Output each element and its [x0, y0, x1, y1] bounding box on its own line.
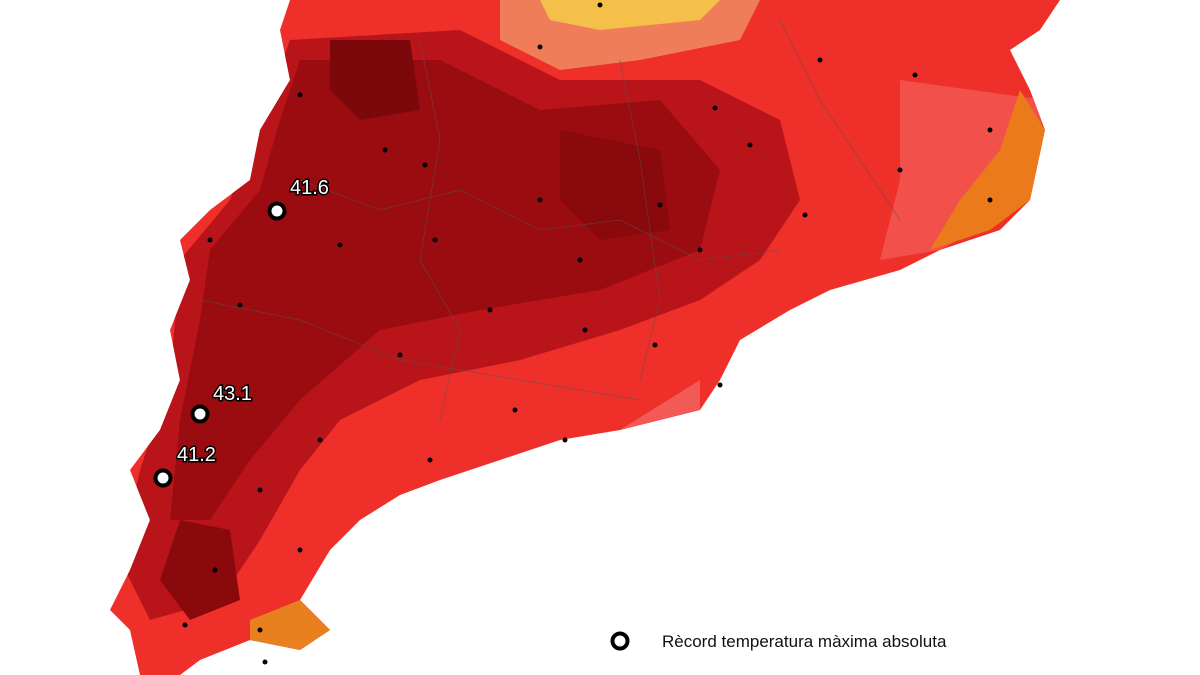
- station: [237, 302, 243, 308]
- station: [317, 437, 323, 443]
- station: [537, 197, 543, 203]
- hottest-zone: [160, 520, 240, 620]
- station: [212, 567, 218, 573]
- station: [712, 105, 718, 111]
- border: [779, 19, 901, 221]
- station: [257, 627, 263, 633]
- station: [912, 72, 918, 78]
- border: [199, 299, 641, 401]
- station: [987, 197, 993, 203]
- legend-label: Rècord temperatura màxima absoluta: [662, 632, 947, 651]
- hottest-zone: [330, 40, 420, 120]
- stations: [182, 2, 993, 665]
- station: [432, 237, 438, 243]
- station: [262, 659, 268, 665]
- station: [297, 547, 303, 553]
- station: [577, 257, 583, 263]
- station: [747, 142, 753, 148]
- high-mountain-zone: [540, 0, 720, 30]
- station: [537, 44, 543, 50]
- border: [299, 179, 781, 261]
- station: [487, 307, 493, 313]
- station: [562, 437, 568, 443]
- hottest-zone: [560, 130, 670, 240]
- record-marker: [267, 201, 287, 221]
- station: [897, 167, 903, 173]
- record-label: 43.1: [213, 383, 252, 405]
- station: [652, 342, 658, 348]
- station: [257, 487, 263, 493]
- border: [619, 59, 661, 381]
- border: [419, 39, 461, 421]
- station: [382, 147, 388, 153]
- station: [697, 247, 703, 253]
- station: [582, 327, 588, 333]
- station: [397, 352, 403, 358]
- region-borders: [199, 19, 901, 421]
- station: [422, 162, 428, 168]
- station: [297, 92, 303, 98]
- station: [182, 622, 188, 628]
- record-label: 41.2: [177, 444, 216, 466]
- station: [427, 457, 433, 463]
- record-marker: [190, 404, 210, 424]
- station: [987, 127, 993, 133]
- legend-symbol: [610, 631, 630, 651]
- station: [207, 237, 213, 243]
- record-label: 41.6: [290, 177, 329, 199]
- station: [597, 2, 603, 8]
- coast-warm-zone: [930, 90, 1045, 250]
- station: [817, 57, 823, 63]
- record-marker: [153, 468, 173, 488]
- record-markers: 41.6 43.1 41.2: [153, 176, 330, 488]
- station: [657, 202, 663, 208]
- northeast-zone: [880, 80, 1045, 260]
- station: [512, 407, 518, 413]
- legend: Rècord temperatura màxima absoluta: [610, 631, 947, 651]
- station: [717, 382, 723, 388]
- station: [802, 212, 808, 218]
- station: [337, 242, 343, 248]
- delta-zone: [250, 600, 330, 650]
